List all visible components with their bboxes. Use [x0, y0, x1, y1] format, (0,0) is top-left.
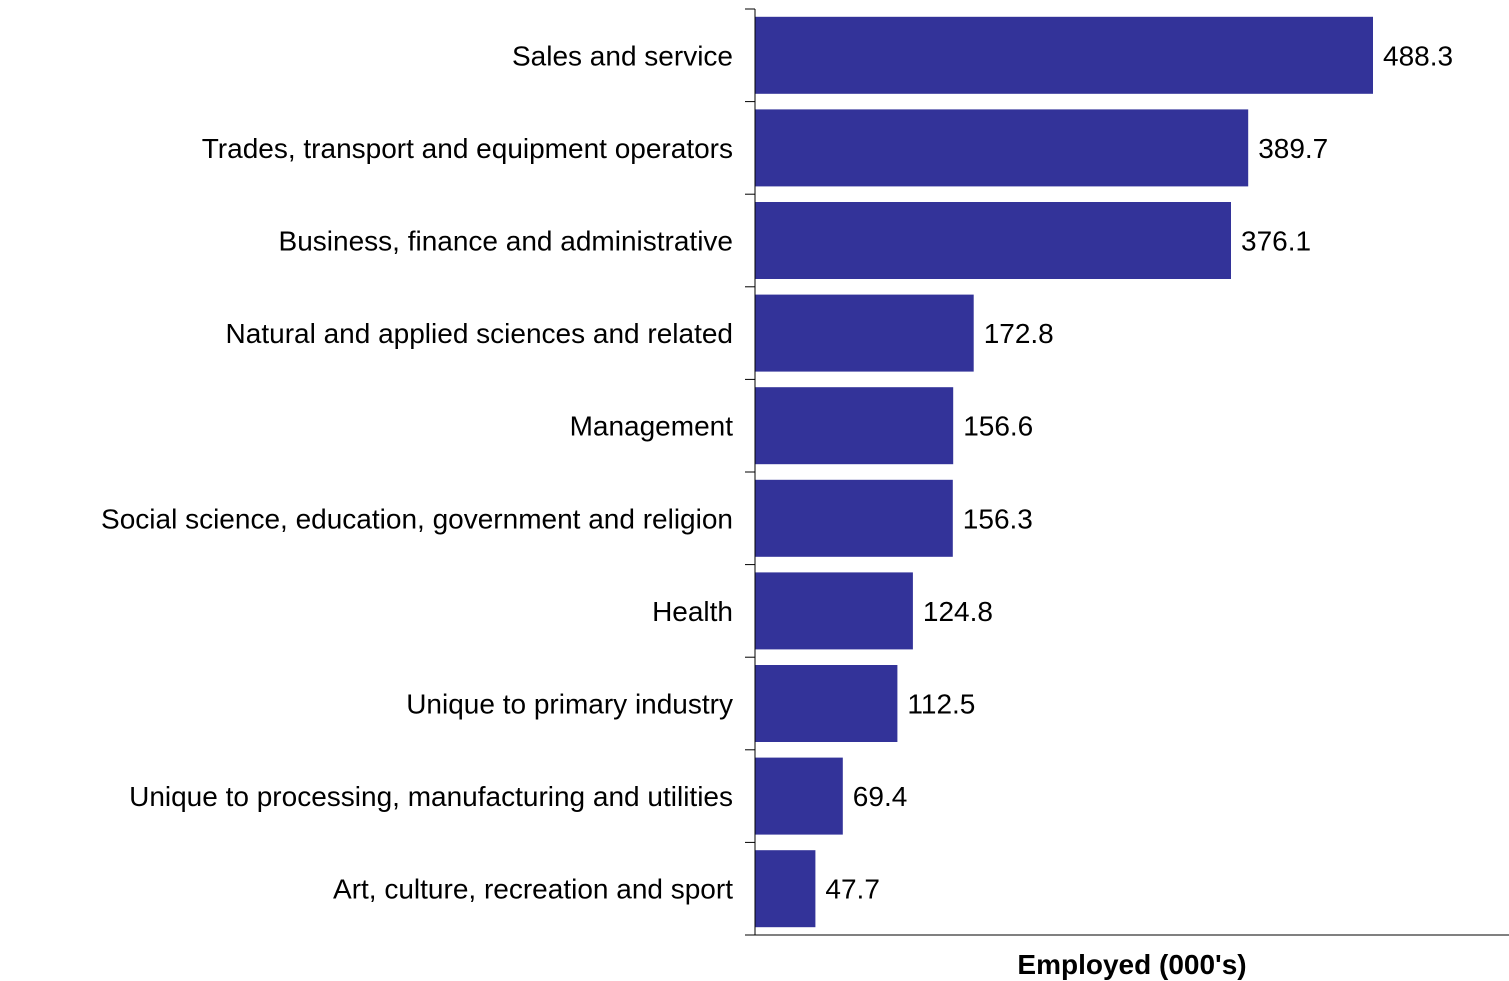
category-label: Health: [652, 596, 733, 627]
category-label: Management: [570, 411, 734, 442]
value-label: 376.1: [1241, 226, 1311, 257]
bar: [755, 16, 1373, 94]
category-label: Natural and applied sciences and related: [226, 318, 733, 349]
value-label: 112.5: [907, 689, 975, 720]
bar: [755, 850, 816, 928]
bars-layer: [755, 16, 1373, 928]
category-label: Art, culture, recreation and sport: [333, 874, 733, 905]
category-label: Unique to processing, manufacturing and …: [129, 781, 733, 812]
category-label: Social science, education, government an…: [101, 503, 733, 534]
value-labels: 488.3 389.7 376.1 172.8 156.6 156.3 124.8 112.5…: [825, 40, 1453, 904]
value-label: 488.3: [1383, 40, 1453, 71]
bar: [755, 479, 953, 557]
x-axis-title: Employed (000's): [1017, 949, 1246, 980]
bar: [755, 757, 843, 835]
category-label: Unique to primary industry: [406, 689, 733, 720]
category-label: Trades, transport and equipment operator…: [202, 133, 733, 164]
value-label: 47.7: [825, 874, 880, 905]
value-label: 69.4: [853, 781, 908, 812]
bar: [755, 294, 974, 372]
value-label: 124.8: [923, 596, 993, 627]
bar: [755, 572, 913, 650]
bar: [755, 109, 1249, 187]
value-label: 389.7: [1258, 133, 1328, 164]
bar: [755, 202, 1231, 279]
y-axis: [745, 8, 1509, 936]
category-labels: Sales and service Trades, transport and e…: [101, 40, 733, 904]
value-label: 156.6: [963, 411, 1033, 442]
bar: [755, 665, 898, 742]
value-label: 156.3: [963, 503, 1033, 534]
bar: [755, 387, 954, 465]
category-label: Business, finance and administrative: [279, 226, 733, 257]
category-label: Sales and service: [512, 40, 733, 71]
value-label: 172.8: [984, 318, 1054, 349]
